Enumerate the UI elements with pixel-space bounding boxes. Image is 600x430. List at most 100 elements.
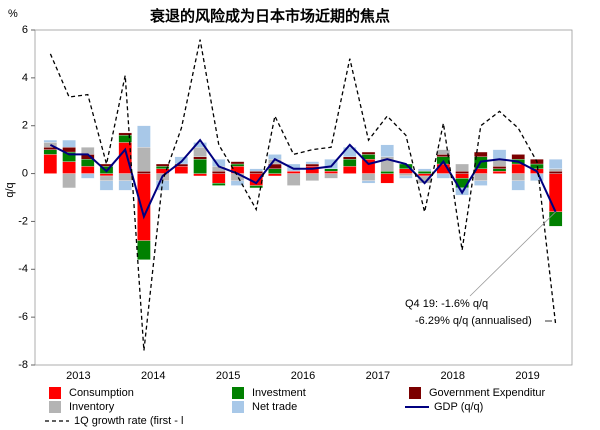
bar-segment (343, 159, 357, 167)
y-tick-label: 2 (22, 120, 28, 132)
bar-segment (212, 171, 226, 174)
bar-segment (417, 173, 432, 177)
bar-segment (286, 173, 301, 186)
bar-segment (193, 173, 207, 177)
bar-segment (174, 166, 189, 174)
bar-segment (81, 166, 95, 174)
bar-segment (305, 161, 320, 165)
bar-segment (81, 159, 95, 167)
bar-segment (474, 173, 488, 181)
bar-segment (193, 142, 207, 148)
legend-label: Inventory (69, 401, 115, 413)
x-tick-label: 2016 (291, 370, 315, 382)
bar-segment (212, 182, 226, 186)
bar-segment (230, 161, 245, 165)
x-tick-label: 2014 (141, 370, 165, 382)
bar-segment (230, 180, 245, 186)
bar-segment (548, 168, 563, 172)
bar-segment (43, 149, 58, 155)
bar-segment (436, 173, 451, 179)
x-tick-label: 2015 (216, 370, 240, 382)
bar-segment (286, 163, 301, 172)
bar-segment (380, 171, 394, 174)
plot-frame (34, 29, 573, 366)
bar-segment (81, 173, 95, 179)
bar-segment (305, 163, 320, 167)
y-tick-label: 6 (22, 24, 28, 36)
bar-segment (399, 175, 413, 179)
y-unit: % (8, 8, 18, 20)
line (49, 138, 557, 220)
x-tick-label: 2018 (440, 370, 464, 382)
bar-segment (548, 171, 563, 174)
legend-swatch (232, 401, 244, 413)
bar-segment (286, 171, 301, 174)
bar-segment (474, 151, 488, 157)
bar-segment (118, 180, 132, 191)
bar-segment (118, 132, 132, 136)
bar-segment (99, 173, 114, 177)
bar-segment (511, 163, 525, 174)
y-tick-label: -2 (18, 215, 28, 227)
bar-segment (62, 161, 76, 174)
bar-segment (417, 171, 432, 174)
bar-segment (137, 147, 151, 172)
legend-label: 1Q growth rate (first - l (74, 415, 183, 427)
bar-segment (268, 173, 282, 177)
bar-segment (492, 166, 507, 169)
bar-segment (361, 180, 376, 184)
bar-segment (492, 171, 507, 174)
bar-segment (249, 185, 263, 189)
chart-title: 衰退的风险成为日本市场近期的焦点 (149, 7, 390, 25)
bar-segment (361, 151, 376, 155)
bar-segment (548, 173, 563, 213)
bar-segment (455, 171, 469, 174)
bar-segment (492, 168, 507, 172)
legend-label: Consumption (69, 387, 134, 399)
y-tick-label: -6 (18, 311, 28, 323)
bar-segment (324, 171, 338, 174)
x-tick-label: 2013 (66, 370, 90, 382)
bar-segment (361, 173, 376, 181)
y-tick-label: -4 (18, 263, 28, 275)
bar-segment (137, 171, 151, 174)
bar-segment (230, 163, 245, 167)
bar-segment (324, 159, 338, 169)
bar-segment (193, 159, 207, 174)
bar-segment (212, 173, 226, 184)
bar-segment (511, 154, 525, 160)
bar-segment (99, 180, 114, 191)
legend-swatch (409, 387, 421, 399)
legend-label: GDP (q/q) (434, 401, 483, 413)
bar-segment (268, 168, 282, 174)
y-axis-label: q/q (4, 182, 16, 197)
bar-segment (399, 173, 413, 177)
bar-segment (455, 173, 469, 179)
bar-segment (511, 173, 525, 181)
bar-segment (380, 144, 394, 157)
bar-segment (43, 154, 58, 174)
annotation-leader (469, 211, 556, 297)
bar-segment (324, 168, 338, 172)
bar-segment (43, 139, 58, 143)
bar-segment (155, 163, 170, 167)
bar-segment (249, 171, 263, 174)
bar-segment (193, 147, 207, 157)
legend-label: Government Expenditur (429, 387, 546, 399)
bar-segment (62, 173, 76, 189)
bar-segment (548, 159, 563, 169)
bar-segment (249, 168, 263, 172)
bar-segment (99, 175, 114, 181)
annotation: -6.29% q/q (annualised) (415, 315, 532, 327)
bar-segment (137, 240, 151, 260)
legend-swatch (49, 401, 61, 413)
bar-segment (380, 173, 394, 184)
bar-segment (417, 168, 432, 172)
bar-segment (343, 156, 357, 160)
legend-label: Net trade (252, 401, 297, 413)
bar-segment (193, 156, 207, 160)
bar-segment (474, 180, 488, 186)
bar-segment (324, 173, 338, 179)
